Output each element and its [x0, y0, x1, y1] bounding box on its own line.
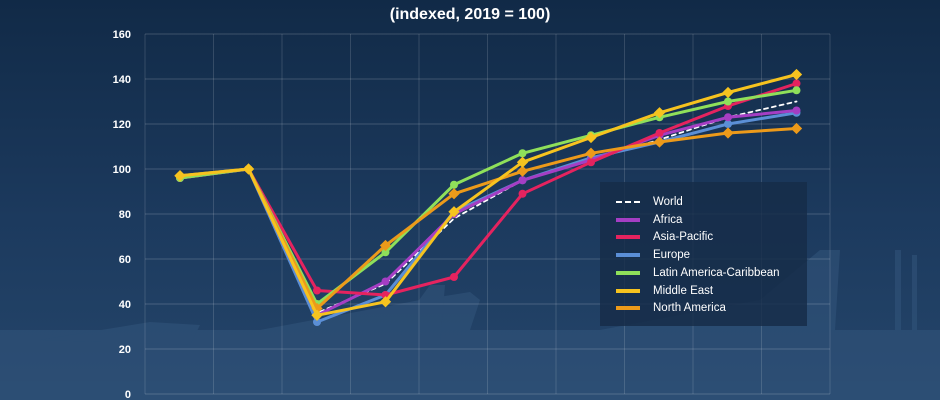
y-tick-label: 60 — [119, 254, 131, 266]
series-line-middle-east — [178, 73, 798, 317]
series-line-asia-pacific — [178, 82, 798, 297]
legend-label: World — [653, 196, 683, 208]
legend-label: Africa — [653, 213, 683, 226]
legend-item-north-america: North America — [616, 299, 726, 317]
data-point — [174, 170, 186, 182]
data-point — [724, 97, 732, 106]
data-point — [792, 79, 801, 88]
data-point — [792, 106, 801, 115]
legend-label: Asia-Pacific — [653, 231, 714, 244]
y-tick-label: 140 — [113, 74, 131, 86]
data-point — [379, 239, 392, 252]
legend-swatch — [616, 253, 640, 258]
legend-item-latin-america-caribbean: Latin America-Caribbean — [616, 264, 780, 282]
legend-label: Europe — [653, 249, 691, 262]
legend-item-world: World — [616, 193, 683, 211]
data-point — [381, 248, 390, 257]
data-point — [313, 286, 321, 295]
data-point — [313, 318, 321, 326]
data-point — [518, 149, 527, 158]
data-point — [516, 156, 529, 168]
y-tick-label: 160 — [113, 29, 131, 41]
legend-swatch — [616, 288, 640, 293]
legend-item-europe: Europe — [616, 246, 690, 264]
data-point — [653, 136, 666, 148]
data-point — [516, 165, 529, 177]
data-point — [448, 206, 460, 218]
legend-swatch — [616, 235, 640, 240]
series-middle-east — [174, 68, 803, 321]
legend-item-africa: Africa — [616, 211, 682, 229]
y-tick-label: 0 — [125, 389, 131, 400]
data-point — [585, 147, 597, 159]
chart-subtitle: (indexed, 2019 = 100) — [389, 6, 551, 23]
data-point — [790, 68, 803, 81]
legend: World Africa Asia-Pacific Europe Latin Ameri… — [600, 182, 807, 326]
data-point — [450, 180, 458, 189]
legend-swatch — [616, 217, 640, 222]
legend-label: Middle East — [653, 284, 714, 297]
data-point — [722, 86, 734, 99]
y-tick-label: 40 — [119, 299, 131, 311]
legend-swatch — [616, 270, 640, 275]
data-point — [450, 273, 458, 281]
data-point — [518, 176, 527, 185]
legend-swatch — [616, 306, 640, 311]
data-point — [790, 122, 803, 135]
series-lines — [174, 68, 803, 326]
legend-label: Latin America-Caribbean — [653, 266, 780, 279]
y-tick-label: 80 — [119, 209, 131, 221]
legend-item-middle-east: Middle East — [616, 282, 713, 300]
y-tick-label: 120 — [113, 119, 131, 131]
legend-label: North America — [653, 302, 726, 315]
data-point — [724, 113, 732, 122]
legend-item-asia-pacific: Asia-Pacific — [616, 228, 713, 246]
data-point — [242, 163, 255, 175]
data-point — [792, 86, 801, 95]
data-point — [448, 188, 460, 200]
data-point — [587, 158, 595, 167]
data-point — [311, 309, 323, 321]
y-tick-label: 100 — [113, 164, 131, 176]
data-point — [585, 131, 597, 144]
y-tick-label: 20 — [119, 344, 131, 356]
legend-swatch — [616, 201, 640, 203]
data-point — [518, 189, 527, 198]
y-axis-labels: 0 20 40 60 80 100 120 140 160 — [113, 29, 131, 400]
data-point — [722, 127, 734, 139]
data-point — [655, 129, 664, 137]
data-point — [381, 277, 390, 286]
data-point — [379, 296, 392, 308]
data-point — [724, 120, 732, 128]
